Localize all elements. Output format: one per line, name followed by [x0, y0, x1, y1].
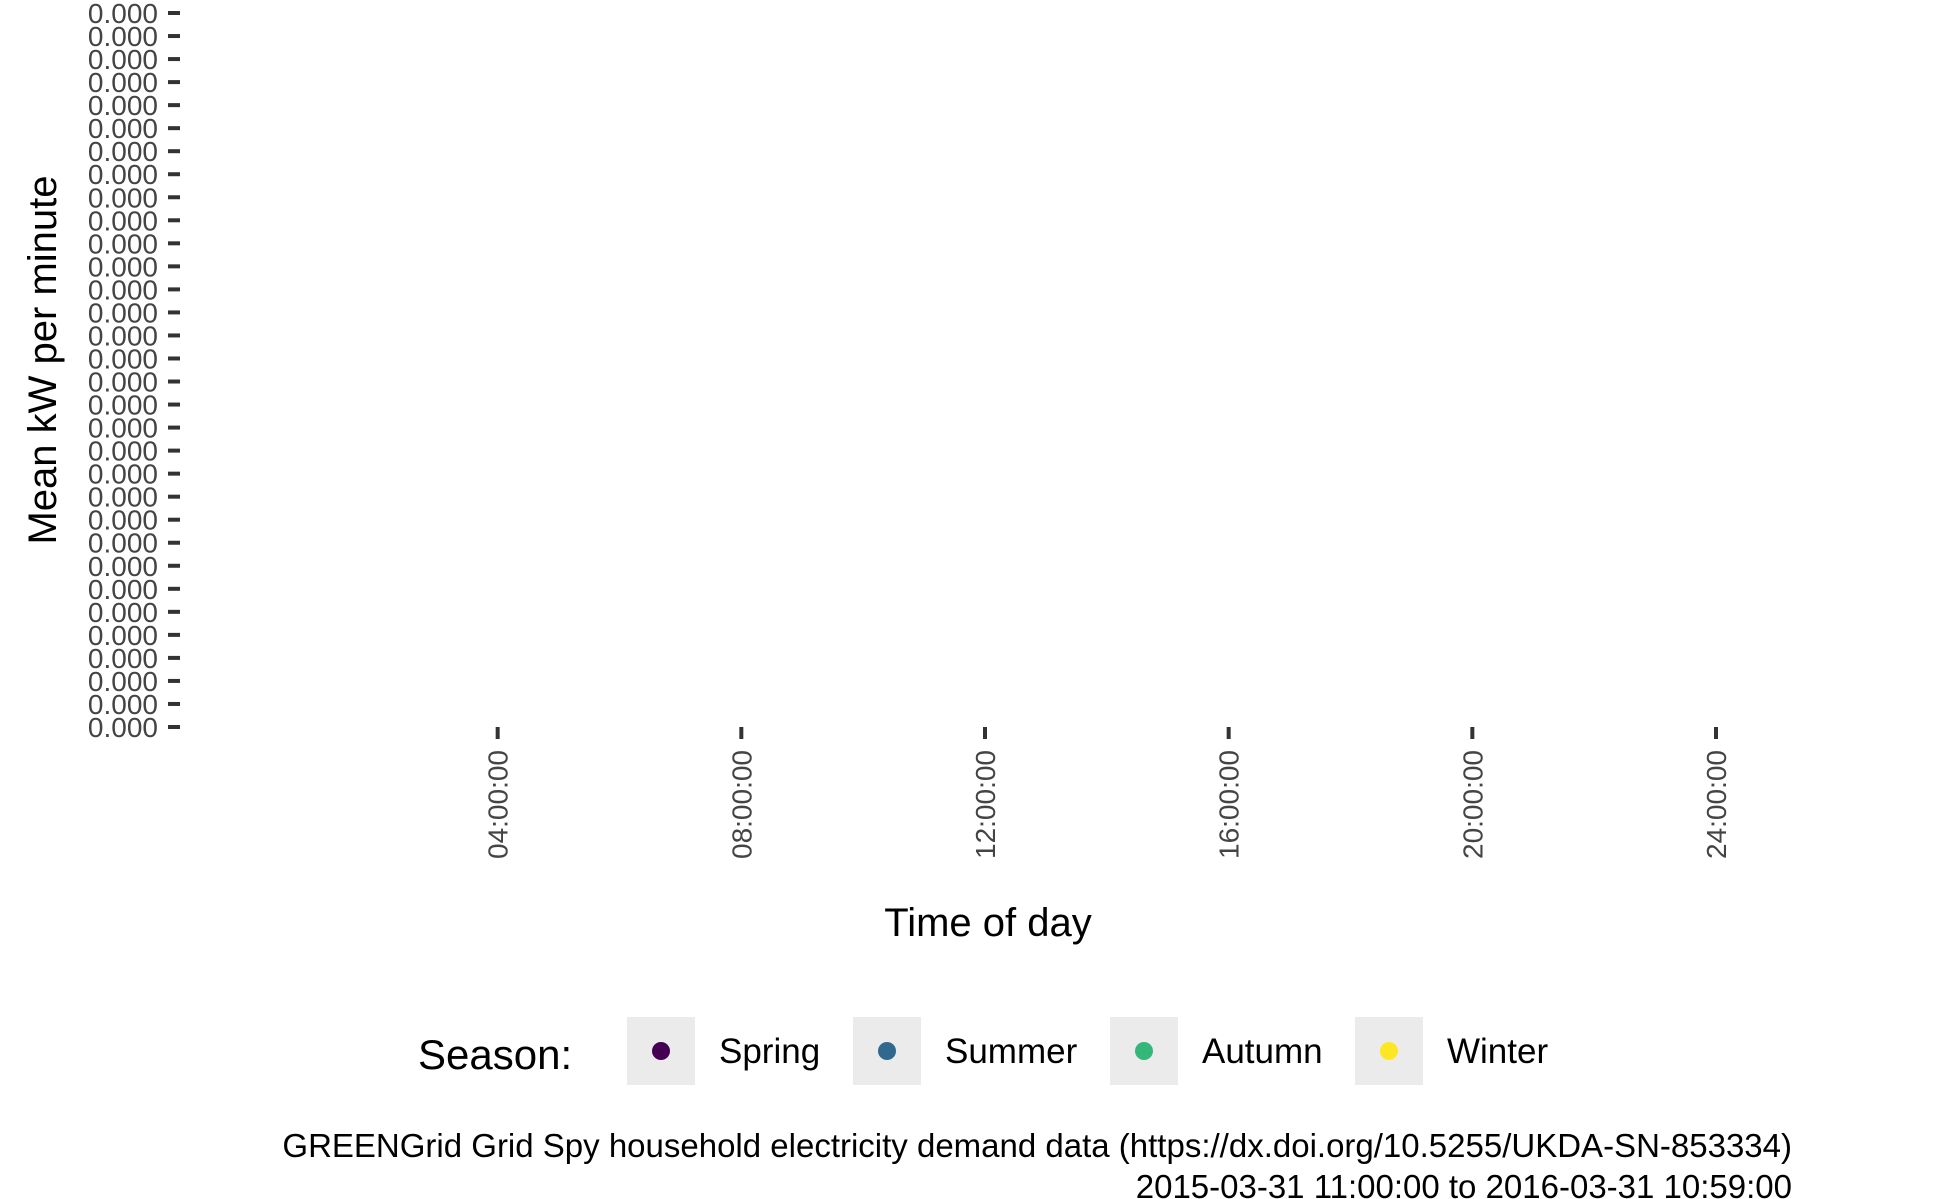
y-tick-label: 0.000	[88, 436, 158, 467]
legend-key-dot	[652, 1042, 670, 1060]
legend-key-dot	[878, 1042, 896, 1060]
y-tick-label: 0.000	[88, 67, 158, 98]
y-tick-label: 0.000	[88, 666, 158, 697]
legend-label: Spring	[719, 1032, 820, 1071]
y-tick-label: 0.000	[88, 343, 158, 374]
y-tick-label: 0.000	[88, 136, 158, 167]
y-tick-label: 0.000	[88, 44, 158, 75]
y-tick-label: 0.000	[88, 459, 158, 490]
y-tick-label: 0.000	[88, 90, 158, 121]
x-tick-label: 04:00:00	[483, 750, 514, 859]
y-tick-label: 0.000	[88, 113, 158, 144]
legend-label: Autumn	[1202, 1032, 1323, 1071]
caption-source: GREENGrid Grid Spy household electricity…	[282, 1127, 1792, 1164]
legend: Season: Spring Summer Autumn Winter	[418, 1017, 1548, 1085]
y-tick-label: 0.000	[88, 21, 158, 52]
y-tick-label: 0.000	[88, 413, 158, 444]
y-tick-label: 0.000	[88, 551, 158, 582]
legend-title: Season:	[418, 1031, 572, 1078]
y-tick-label: 0.000	[88, 0, 158, 29]
y-tick-label: 0.000	[88, 390, 158, 421]
legend-label: Summer	[945, 1032, 1078, 1071]
y-tick-label: 0.000	[88, 643, 158, 674]
legend-key-dot	[1380, 1042, 1398, 1060]
y-tick-label: 0.000	[88, 182, 158, 213]
y-tick-label: 0.000	[88, 574, 158, 605]
y-tick-label: 0.000	[88, 251, 158, 282]
legend-entry: Spring	[627, 1017, 820, 1085]
y-tick-label: 0.000	[88, 297, 158, 328]
y-tick-label: 0.000	[88, 367, 158, 398]
y-tick-label: 0.000	[88, 205, 158, 236]
y-tick-label: 0.000	[88, 274, 158, 305]
x-tick-label: 20:00:00	[1457, 750, 1488, 859]
x-tick-label: 12:00:00	[970, 750, 1001, 859]
x-tick-label: 08:00:00	[726, 750, 757, 859]
legend-entry: Summer	[853, 1017, 1078, 1085]
x-axis: 04:00:00 08:00:00 12:00:00 16:00:00 20:00:00…	[483, 727, 1732, 859]
legend-key-dot	[1135, 1042, 1153, 1060]
y-tick-label: 0.000	[88, 159, 158, 190]
caption-date-range: 2015-03-31 11:00:00 to 2016-03-31 10:59:…	[1136, 1168, 1792, 1199]
x-tick-label: 24:00:00	[1701, 750, 1732, 859]
y-tick-label: 0.000	[88, 712, 158, 743]
y-tick-label: 0.000	[88, 620, 158, 651]
legend-label: Winter	[1447, 1032, 1548, 1071]
y-tick-label: 0.000	[88, 689, 158, 720]
legend-entry: Winter	[1355, 1017, 1548, 1085]
y-axis: 0.0000.0000.0000.0000.0000.0000.0000.000…	[88, 0, 180, 743]
y-tick-label: 0.000	[88, 482, 158, 513]
y-tick-label: 0.000	[88, 228, 158, 259]
x-tick-label: 16:00:00	[1214, 750, 1245, 859]
y-tick-label: 0.000	[88, 320, 158, 351]
legend-entry: Autumn	[1110, 1017, 1323, 1085]
y-axis-label: Mean kW per minute	[21, 175, 65, 544]
y-tick-label: 0.000	[88, 505, 158, 536]
y-tick-label: 0.000	[88, 597, 158, 628]
y-tick-label: 0.000	[88, 528, 158, 559]
x-axis-label: Time of day	[884, 901, 1091, 945]
